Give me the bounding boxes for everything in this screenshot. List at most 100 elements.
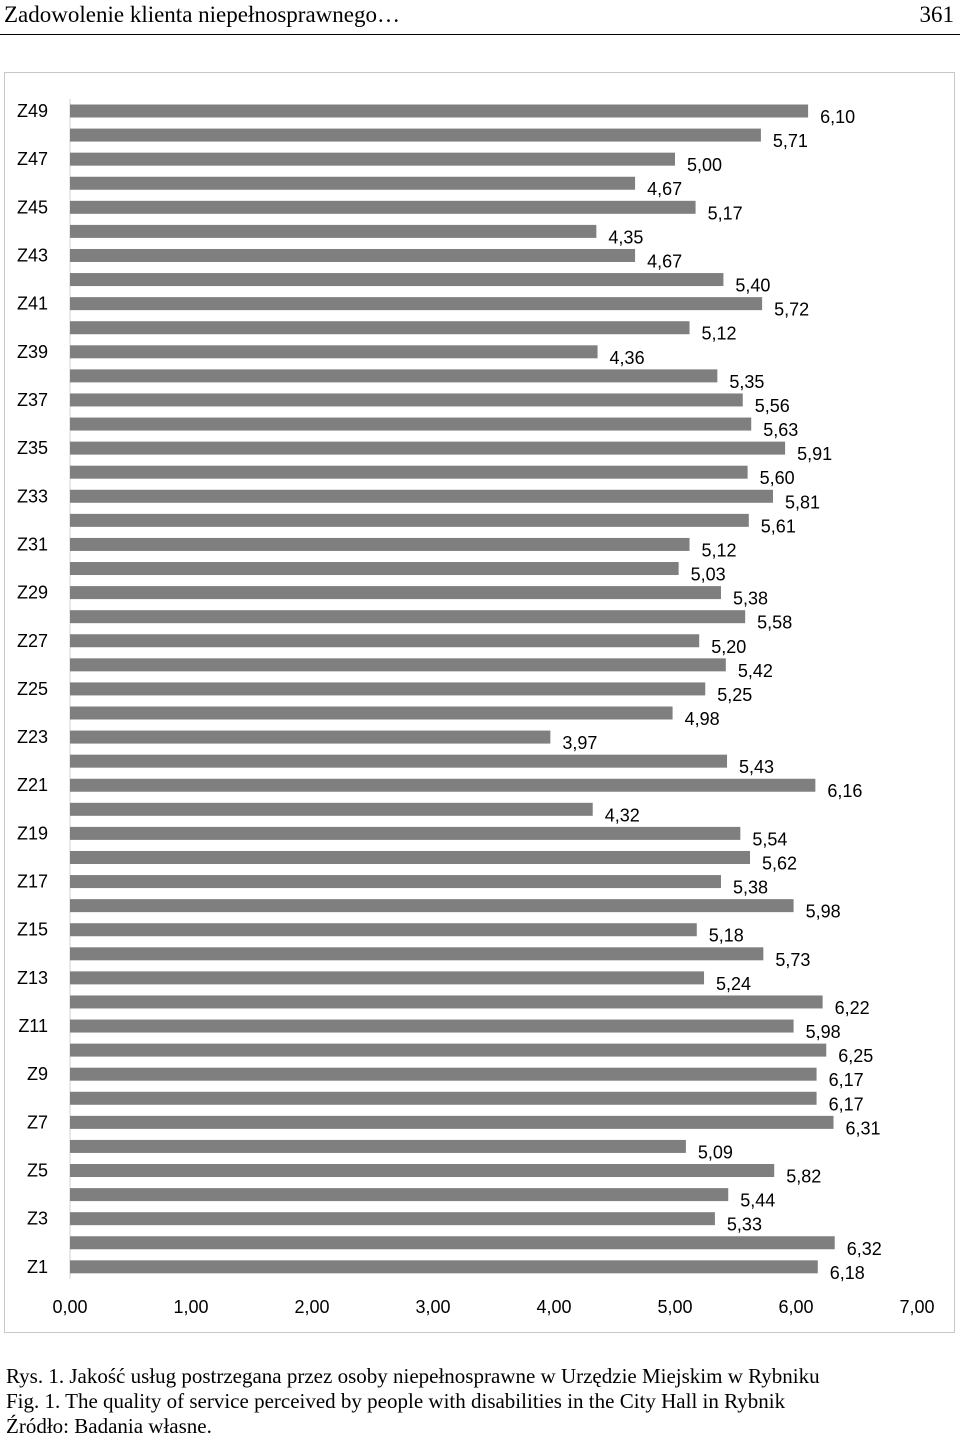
y-tick-label: Z43 — [17, 245, 48, 265]
data-label: 5,98 — [806, 902, 841, 922]
data-label: 5,42 — [738, 661, 773, 681]
bar — [70, 369, 718, 383]
bar — [70, 465, 748, 479]
data-label: 5,12 — [702, 324, 737, 344]
bar — [70, 297, 763, 311]
data-label: 5,33 — [727, 1215, 762, 1235]
data-label: 5,20 — [711, 637, 746, 657]
bar — [70, 995, 823, 1009]
data-label: 5,40 — [735, 276, 770, 296]
y-tick-label: Z33 — [17, 486, 48, 506]
bar — [70, 1212, 715, 1226]
data-label: 4,36 — [610, 348, 645, 368]
y-tick-label: Z49 — [17, 101, 48, 121]
bar — [70, 658, 726, 672]
bar — [70, 875, 721, 889]
data-label: 4,35 — [608, 227, 643, 247]
data-label: 4,32 — [605, 805, 640, 825]
figure-caption-polish: Rys. 1. Jakość usług postrzegana przez o… — [6, 1364, 820, 1388]
bar — [70, 393, 743, 407]
bar — [70, 128, 761, 142]
data-label: 4,67 — [647, 251, 682, 271]
bar-chart: 6,105,715,004,675,174,354,675,405,725,12… — [17, 99, 935, 1317]
y-tick-label: Z17 — [17, 872, 48, 892]
data-label: 5,24 — [716, 974, 751, 994]
y-tick-label: Z37 — [17, 390, 48, 410]
bar — [70, 1043, 827, 1057]
bar — [70, 1091, 817, 1105]
bar — [70, 754, 728, 768]
data-label: 5,43 — [739, 757, 774, 777]
bar — [70, 417, 752, 431]
data-label: 5,18 — [709, 926, 744, 946]
data-label: 5,54 — [752, 829, 787, 849]
bar — [70, 200, 696, 214]
y-tick-label: Z39 — [17, 342, 48, 362]
y-tick-label: Z31 — [17, 534, 48, 554]
bar — [70, 224, 597, 238]
data-label: 6,10 — [820, 107, 855, 127]
bar — [70, 947, 764, 961]
y-tick-label: Z29 — [17, 583, 48, 603]
bar — [70, 1115, 834, 1129]
bar — [70, 176, 636, 190]
bar — [70, 1067, 817, 1081]
data-label: 4,98 — [685, 709, 720, 729]
bar — [70, 1019, 794, 1033]
data-label: 4,67 — [647, 179, 682, 199]
data-label: 5,35 — [729, 372, 764, 392]
y-tick-label: Z1 — [27, 1257, 48, 1277]
bar — [70, 802, 593, 816]
data-label: 5,56 — [755, 396, 790, 416]
data-label: 6,17 — [829, 1094, 864, 1114]
y-tick-label: Z25 — [17, 679, 48, 699]
bar — [70, 513, 749, 527]
data-label: 5,73 — [775, 950, 810, 970]
bar — [70, 971, 705, 985]
y-tick-label: Z27 — [17, 631, 48, 651]
bar — [70, 489, 774, 503]
page-header: Zadowolenie klienta niepełnosprawnego… 3… — [0, 0, 960, 35]
data-label: 5,00 — [687, 155, 722, 175]
data-label: 6,16 — [827, 781, 862, 801]
bar — [70, 850, 751, 864]
bar — [70, 1260, 818, 1274]
x-tick-label: 2,00 — [294, 1297, 329, 1317]
figure-source: Źródło: Badania własne. — [6, 1414, 212, 1438]
bar — [70, 321, 690, 335]
data-label: 5,81 — [785, 492, 820, 512]
data-label: 5,03 — [691, 565, 726, 585]
y-tick-label: Z19 — [17, 823, 48, 843]
y-tick-label: Z35 — [17, 438, 48, 458]
x-tick-label: 0,00 — [52, 1297, 87, 1317]
data-label: 5,61 — [761, 516, 796, 536]
running-title: Zadowolenie klienta niepełnosprawnego… — [4, 2, 400, 27]
data-label: 5,98 — [806, 1022, 841, 1042]
bar — [70, 923, 697, 937]
bar — [70, 610, 746, 624]
bar — [70, 104, 809, 118]
bar — [70, 562, 679, 576]
data-label: 5,71 — [773, 131, 808, 151]
bar — [70, 706, 673, 720]
data-label: 5,38 — [733, 878, 768, 898]
x-tick-label: 5,00 — [657, 1297, 692, 1317]
bar — [70, 537, 690, 551]
bar — [70, 730, 551, 744]
bar — [70, 345, 598, 359]
y-tick-label: Z45 — [17, 197, 48, 217]
bar — [70, 1236, 835, 1250]
x-tick-label: 3,00 — [415, 1297, 450, 1317]
bar — [70, 273, 724, 287]
data-label: 6,32 — [847, 1239, 882, 1259]
data-label: 6,22 — [835, 998, 870, 1018]
bar — [70, 441, 786, 455]
bar — [70, 778, 816, 792]
data-label: 5,82 — [786, 1167, 821, 1187]
y-tick-label: Z11 — [18, 1016, 48, 1036]
data-label: 3,97 — [562, 733, 597, 753]
y-tick-label: Z3 — [27, 1209, 48, 1229]
data-label: 5,25 — [717, 685, 752, 705]
data-label: 5,60 — [760, 468, 795, 488]
bar — [70, 682, 706, 696]
